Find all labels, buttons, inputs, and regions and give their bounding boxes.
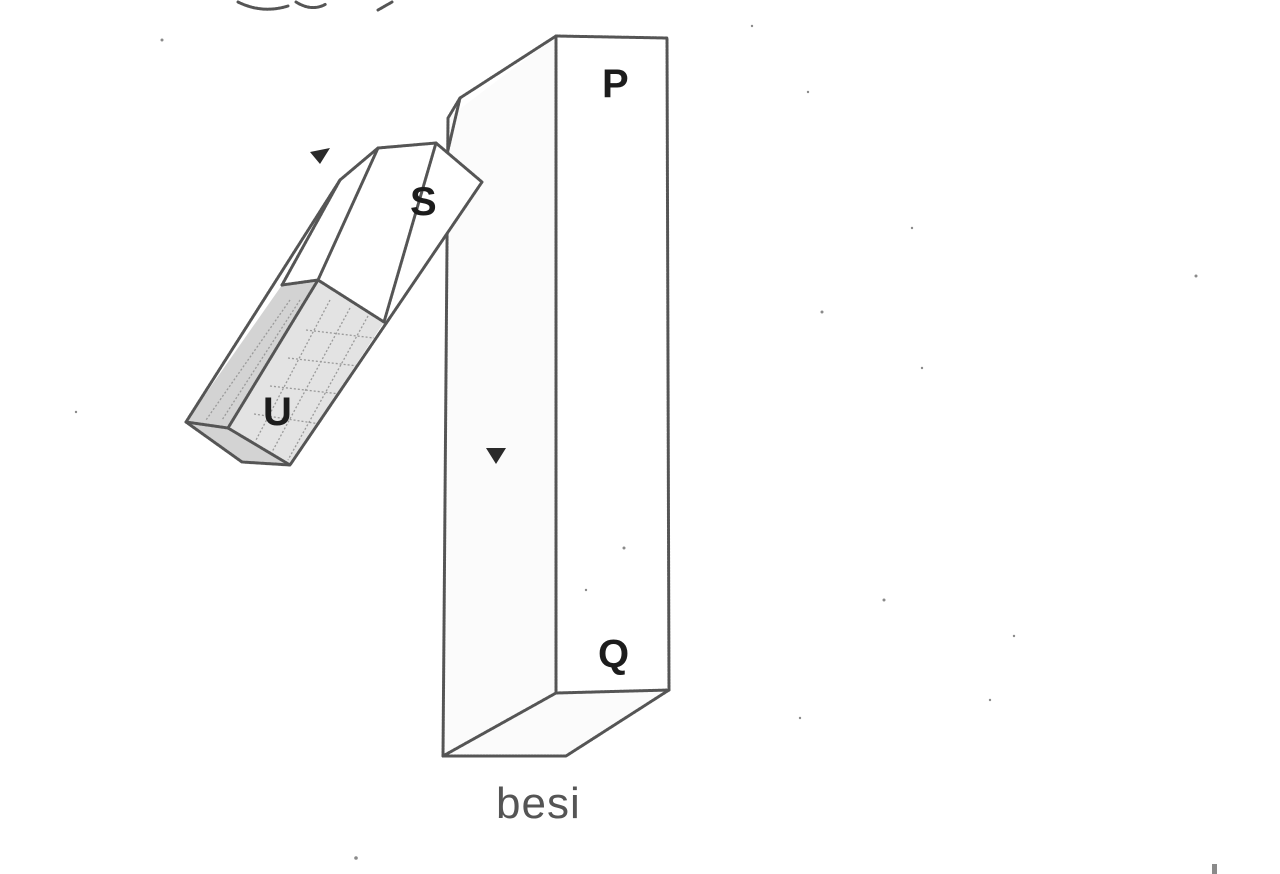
magnet-u-end-face bbox=[186, 422, 290, 465]
iron-bar-bottom-face bbox=[443, 690, 669, 756]
arrow-head-icon bbox=[486, 448, 506, 464]
bar-magnet bbox=[184, 141, 484, 467]
scan-specks bbox=[74, 24, 1217, 874]
iron-bar-front-face bbox=[556, 36, 669, 693]
iron-bar-left-face bbox=[443, 36, 556, 756]
magnet-pole-lower-label: U bbox=[263, 390, 292, 434]
iron-bar-label-bottom: Q bbox=[598, 632, 629, 676]
magnet-u-top-face bbox=[228, 280, 384, 465]
magnet-u-side-face bbox=[186, 280, 318, 428]
iron-bar-label-top: P bbox=[602, 62, 629, 106]
iron-bar bbox=[441, 34, 671, 758]
magnet-u-texture bbox=[205, 299, 375, 461]
iron-bar-caption: besi bbox=[496, 779, 581, 828]
magnet-pole-upper-label: S bbox=[410, 180, 437, 224]
cropped-fragment bbox=[236, 0, 394, 12]
magnet-s-side-face bbox=[282, 148, 378, 285]
magnet-s-top-face bbox=[318, 143, 482, 322]
arrow-head-icon bbox=[310, 148, 330, 164]
motion-arrows bbox=[310, 148, 506, 464]
